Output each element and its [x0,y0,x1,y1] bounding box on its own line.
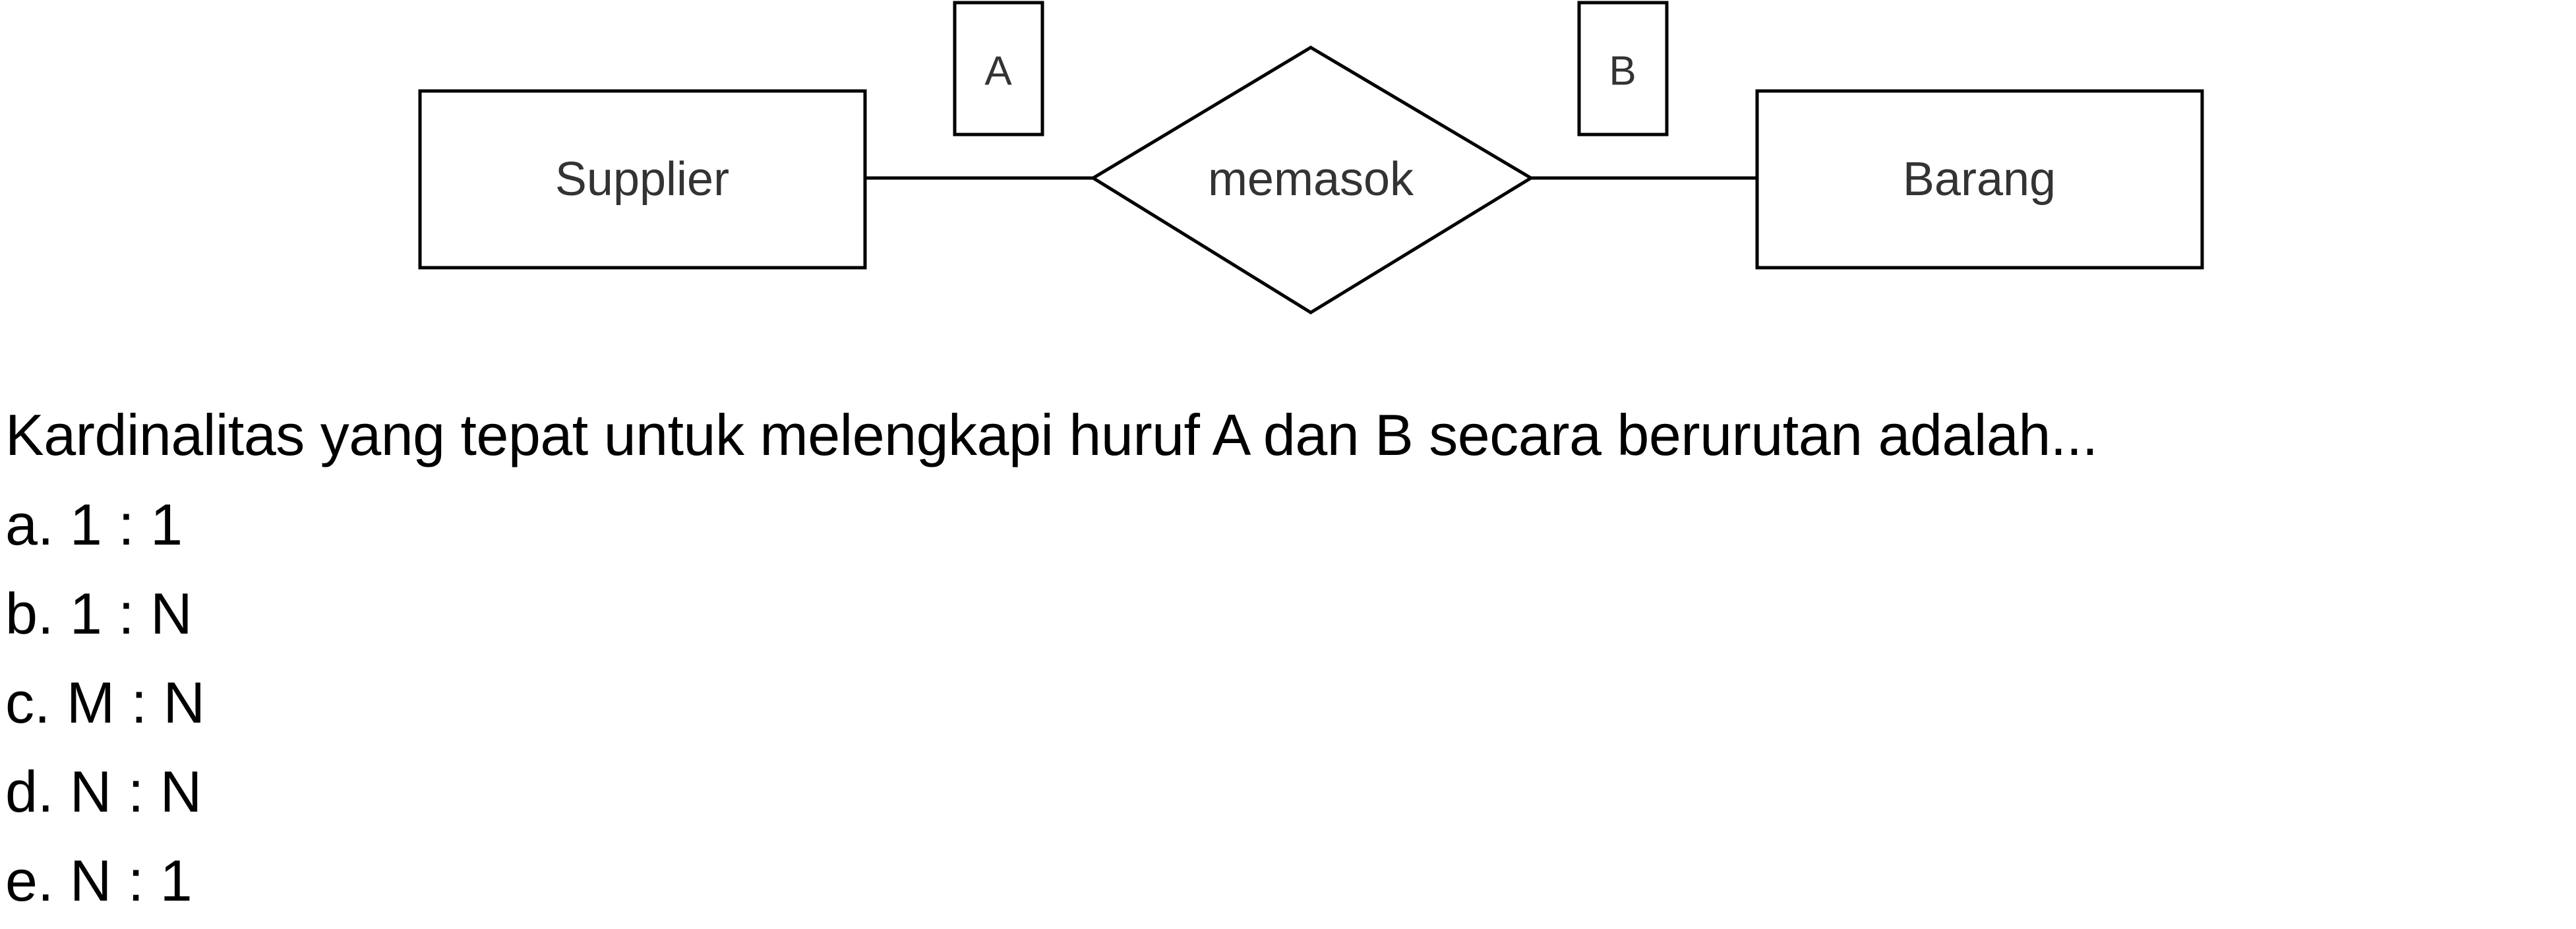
entity-supplier: Supplier [418,89,867,270]
relationship-memasok: memasok [1090,45,1534,315]
relationship-memasok-label: memasok [1208,153,1414,206]
cardinality-box-b-label: B [1609,49,1636,94]
option-c[interactable]: c. M : N [5,670,206,735]
cardinality-box-a: A [953,1,1044,136]
option-b[interactable]: b. 1 : N [5,581,193,646]
answer-options: a. 1 : 1 b. 1 : N c. M : N d. N : N e. N… [5,480,205,925]
option-a[interactable]: a. 1 : 1 [5,492,183,557]
entity-barang-box [1755,89,2204,270]
option-d[interactable]: d. N : N [5,759,202,824]
entity-barang-label: Barang [1903,153,2056,206]
cardinality-box-b-frame [1577,1,1669,136]
er-diagram: Supplier memasok Barang A B [418,1,2204,315]
cardinality-box-b: B [1577,1,1669,136]
entity-barang: Barang [1755,89,2204,270]
relationship-memasok-diamond [1090,45,1534,315]
option-e[interactable]: e. N : 1 [5,848,193,913]
cardinality-box-a-label: A [984,49,1012,94]
cardinality-box-a-frame [953,1,1044,136]
question-text: Kardinalitas yang tepat untuk melengkapi… [5,402,2098,467]
entity-supplier-box [418,89,867,270]
entity-supplier-label: Supplier [555,153,729,206]
